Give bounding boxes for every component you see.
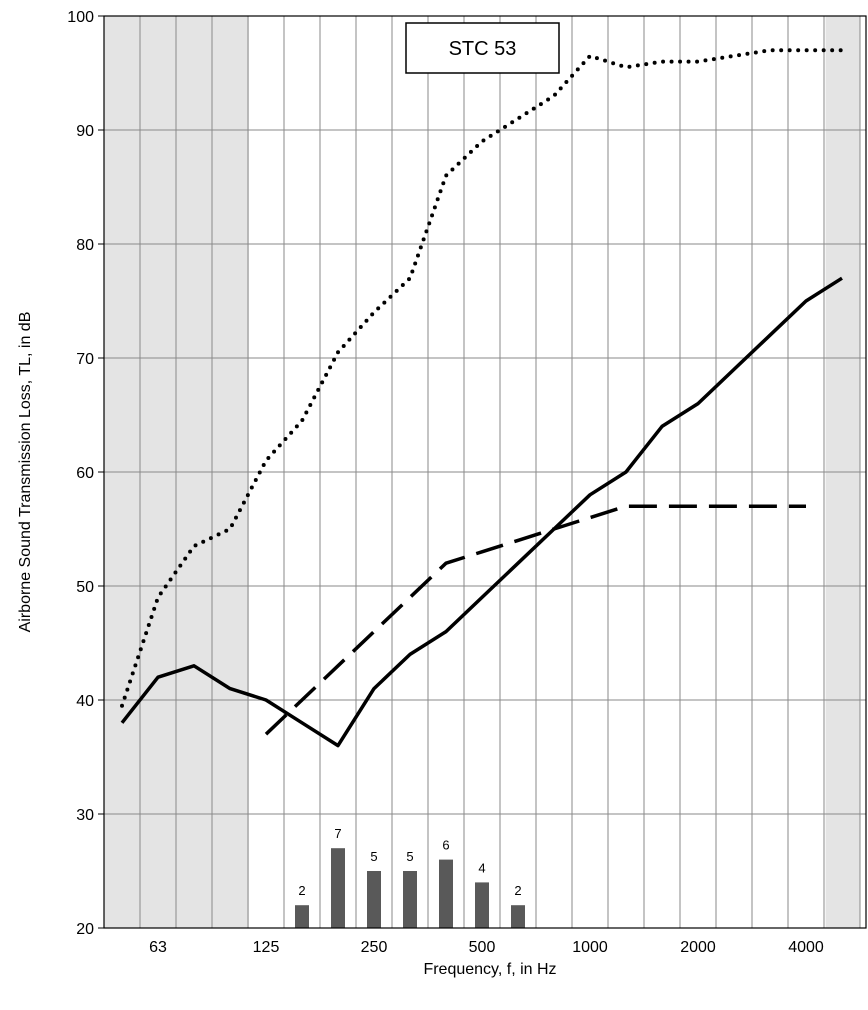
stc-annotation-box — [405, 22, 560, 74]
x-tick-label: 2000 — [680, 939, 716, 956]
y-tick-label: 50 — [76, 579, 94, 596]
x-tick-label: 63 — [149, 939, 167, 956]
y-tick-label: 60 — [76, 465, 94, 482]
series-line-solid — [120, 276, 843, 748]
x-tick-label: 125 — [253, 939, 280, 956]
deficiency-bar-label: 5 — [370, 849, 377, 864]
y-tick-label: 80 — [76, 237, 94, 254]
grid-lines — [104, 16, 866, 928]
y-tick-labels: 20 30 40 50 60 70 80 90 100 — [67, 9, 104, 938]
y-tick-label: 20 — [76, 921, 94, 938]
series-line-dotted — [120, 48, 844, 708]
deficiency-bar-label: 2 — [298, 883, 305, 898]
y-tick-label: 90 — [76, 123, 94, 140]
deficiency-bars — [295, 848, 525, 928]
deficiency-bar-label: 4 — [478, 860, 485, 875]
deficiency-bar-label: 5 — [406, 849, 413, 864]
deficiency-bar — [331, 848, 345, 928]
stc-annotation: STC 53 — [405, 22, 560, 74]
series-lines — [120, 48, 844, 748]
deficiency-bar-labels: 2 7 5 5 6 4 2 — [298, 826, 521, 898]
y-tick-label: 30 — [76, 807, 94, 824]
deficiency-bar — [403, 871, 417, 928]
x-tick-label: 4000 — [788, 939, 824, 956]
deficiency-bar — [439, 859, 453, 928]
series-line-dashed — [264, 504, 806, 736]
x-tick-label: 1000 — [572, 939, 608, 956]
y-axis-title: Airborne Sound Transmission Loss, TL, in… — [17, 312, 34, 633]
deficiency-bar — [511, 905, 525, 928]
y-tick-label: 100 — [67, 9, 94, 26]
x-axis-title: Frequency, f, in Hz — [423, 961, 556, 978]
x-tick-labels: 63 125 250 500 1000 2000 4000 — [149, 939, 824, 956]
x-tick-label: 500 — [469, 939, 496, 956]
deficiency-bar — [475, 882, 489, 928]
deficiency-bar — [295, 905, 309, 928]
deficiency-bar-label: 2 — [514, 883, 521, 898]
stc-annotation-text: STC 53 — [449, 38, 517, 60]
deficiency-bar-label: 6 — [442, 838, 449, 853]
x-tick-label: 250 — [361, 939, 388, 956]
y-tick-label: 70 — [76, 351, 94, 368]
deficiency-bar — [367, 871, 381, 928]
y-tick-label: 40 — [76, 693, 94, 710]
deficiency-bar-label: 7 — [334, 826, 341, 841]
